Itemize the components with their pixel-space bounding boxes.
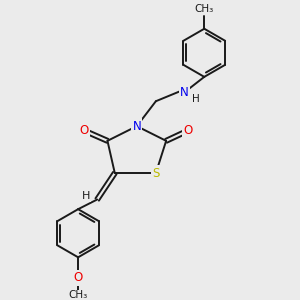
Text: O: O bbox=[80, 124, 88, 137]
Text: N: N bbox=[180, 86, 189, 99]
Text: H: H bbox=[82, 191, 90, 201]
Text: CH₃: CH₃ bbox=[68, 290, 88, 300]
Text: O: O bbox=[184, 124, 193, 137]
Text: N: N bbox=[132, 120, 141, 133]
Text: O: O bbox=[74, 271, 83, 284]
Text: CH₃: CH₃ bbox=[195, 4, 214, 14]
Text: H: H bbox=[192, 94, 199, 104]
Text: S: S bbox=[152, 167, 160, 180]
